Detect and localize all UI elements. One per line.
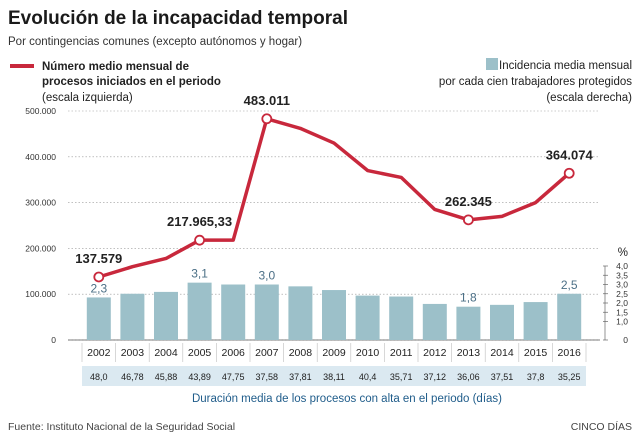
duration-value: 36,06 xyxy=(457,372,480,382)
x-tick-label: 2013 xyxy=(457,347,481,359)
x-tick-label: 2007 xyxy=(255,347,279,359)
x-tick-label: 2006 xyxy=(222,347,246,359)
bar-data-label: 3,1 xyxy=(191,267,208,281)
right-tick-label: 0 xyxy=(623,335,628,345)
right-axis-unit: % xyxy=(618,247,628,259)
bar-2002 xyxy=(86,297,111,340)
duration-value: 38,11 xyxy=(323,372,345,382)
right-tick-label: 1,0 xyxy=(616,317,628,327)
line-data-label: 262.345 xyxy=(445,194,492,209)
brand: CINCO DÍAS xyxy=(571,420,632,433)
bar-data-label: 3,0 xyxy=(258,269,275,283)
duration-value: 37,8 xyxy=(527,372,545,382)
legend-bar-swatch xyxy=(486,58,498,70)
duration-band xyxy=(82,366,586,386)
duration-value: 37,81 xyxy=(289,372,312,382)
left-tick-label: 100.000 xyxy=(25,289,56,299)
left-tick-label: 200.000 xyxy=(25,243,56,253)
duration-value: 37,51 xyxy=(491,372,514,382)
bar-data-label: 1,8 xyxy=(460,291,477,305)
line-point xyxy=(563,167,575,179)
left-axis: 0 100.000 200.000 300.000 400.000 500.000 xyxy=(25,106,56,345)
bar-2013 xyxy=(456,306,481,340)
right-tick-label: 2,5 xyxy=(616,289,628,299)
chart-subtitle: Por contingencias comunes (excepto autón… xyxy=(8,36,302,48)
x-tick-label: 2002 xyxy=(87,347,111,359)
duration-value: 35,25 xyxy=(558,372,581,382)
duration-value: 45,88 xyxy=(155,372,178,382)
duration-row: 48,0 46,78 45,88 43,89 47,75 37,58 37,81 38,11 4… xyxy=(82,366,586,386)
bar-2004 xyxy=(154,291,178,340)
bar-2016 xyxy=(557,293,582,340)
bar-2009 xyxy=(322,290,346,340)
series-line xyxy=(98,117,571,279)
chart-title: Evolución de la incapacidad temporal xyxy=(8,8,348,29)
bar-data-label: 2,3 xyxy=(90,281,107,295)
bar-data-label: 2,5 xyxy=(561,278,578,292)
right-tick-label: 1,5 xyxy=(616,307,628,317)
duration-value: 37,58 xyxy=(256,372,279,382)
bar-2007 xyxy=(254,284,279,340)
left-tick-label: 300.000 xyxy=(25,198,56,208)
x-tick-label: 2016 xyxy=(558,347,582,359)
x-tick-label: 2004 xyxy=(154,347,178,359)
legend-bar-label-2: por cada cien trabajadores protegidos xyxy=(439,76,632,88)
right-tick-label: 3,0 xyxy=(616,280,628,290)
left-tick-label: 400.000 xyxy=(25,152,56,162)
x-tick-label: 2008 xyxy=(289,347,313,359)
line-point xyxy=(462,214,474,226)
duration-value: 35,71 xyxy=(390,372,413,382)
bar-2008 xyxy=(288,286,313,340)
line-point xyxy=(261,113,273,125)
duration-value: 48,0 xyxy=(90,372,108,382)
x-tick-label: 2005 xyxy=(188,347,212,359)
legend-line-label-2: procesos iniciados en el periodo xyxy=(42,76,221,88)
source-note: Fuente: Instituto Nacional de la Segurid… xyxy=(8,421,235,433)
line-data-label: 217.965,33 xyxy=(167,214,232,229)
right-tick-label: 2,0 xyxy=(616,298,628,308)
bar-2006 xyxy=(221,284,246,340)
right-tick-label: 4,0 xyxy=(616,261,628,271)
x-axis: 2002 2003 2004 2005 2006 2007 2008 2009 2010 2011… xyxy=(81,343,587,362)
legend-bar-label-3: (escala derecha) xyxy=(546,92,632,104)
duration-value: 43,89 xyxy=(188,372,211,382)
line-labels: 137.579 217.965,33 483.011 262.345 364.074 xyxy=(75,93,593,266)
duration-value: 47,75 xyxy=(222,372,245,382)
bar-2005 xyxy=(187,282,212,340)
line-data-label: 483.011 xyxy=(244,93,290,108)
line-series xyxy=(93,113,575,283)
x-tick-label: 2014 xyxy=(490,347,514,359)
duration-value: 37,12 xyxy=(424,372,447,382)
legend-line-label-3: (escala izquierda) xyxy=(42,92,133,104)
right-axis: 0 1,01,52,02,53,03,54,0 xyxy=(603,261,628,345)
right-tick-label: 3,5 xyxy=(616,270,628,280)
x-tick-label: 2010 xyxy=(356,347,380,359)
bar-2014 xyxy=(490,304,514,340)
duration-value: 46,78 xyxy=(121,372,144,382)
x-tick-label: 2003 xyxy=(121,347,145,359)
line-point xyxy=(194,234,206,246)
bar-2015 xyxy=(523,302,548,340)
bar-labels: 2,3 3,1 3,0 1,8 2,5 xyxy=(90,267,577,305)
bar-2010 xyxy=(355,295,380,340)
x-tick-label: 2009 xyxy=(322,347,346,359)
duration-value: 40,4 xyxy=(359,372,377,382)
bar-2003 xyxy=(120,293,145,340)
duration-caption: Duración media de los procesos con alta … xyxy=(192,393,502,405)
x-tick-label: 2011 xyxy=(390,347,413,359)
x-tick-label: 2015 xyxy=(524,347,548,359)
left-tick-label: 500.000 xyxy=(25,106,56,116)
left-tick-label: 0 xyxy=(51,335,56,345)
bar-2012 xyxy=(422,303,447,340)
bar-series xyxy=(86,282,582,340)
line-data-label: 364.074 xyxy=(546,147,594,162)
line-point xyxy=(93,271,105,283)
line-data-label: 137.579 xyxy=(75,251,122,266)
legend-line-label-1: Número medio mensual de xyxy=(42,61,189,73)
x-tick-label: 2012 xyxy=(423,347,447,359)
bar-2011 xyxy=(389,296,414,340)
legend-bar-label-1: Incidencia media mensual xyxy=(499,60,632,72)
